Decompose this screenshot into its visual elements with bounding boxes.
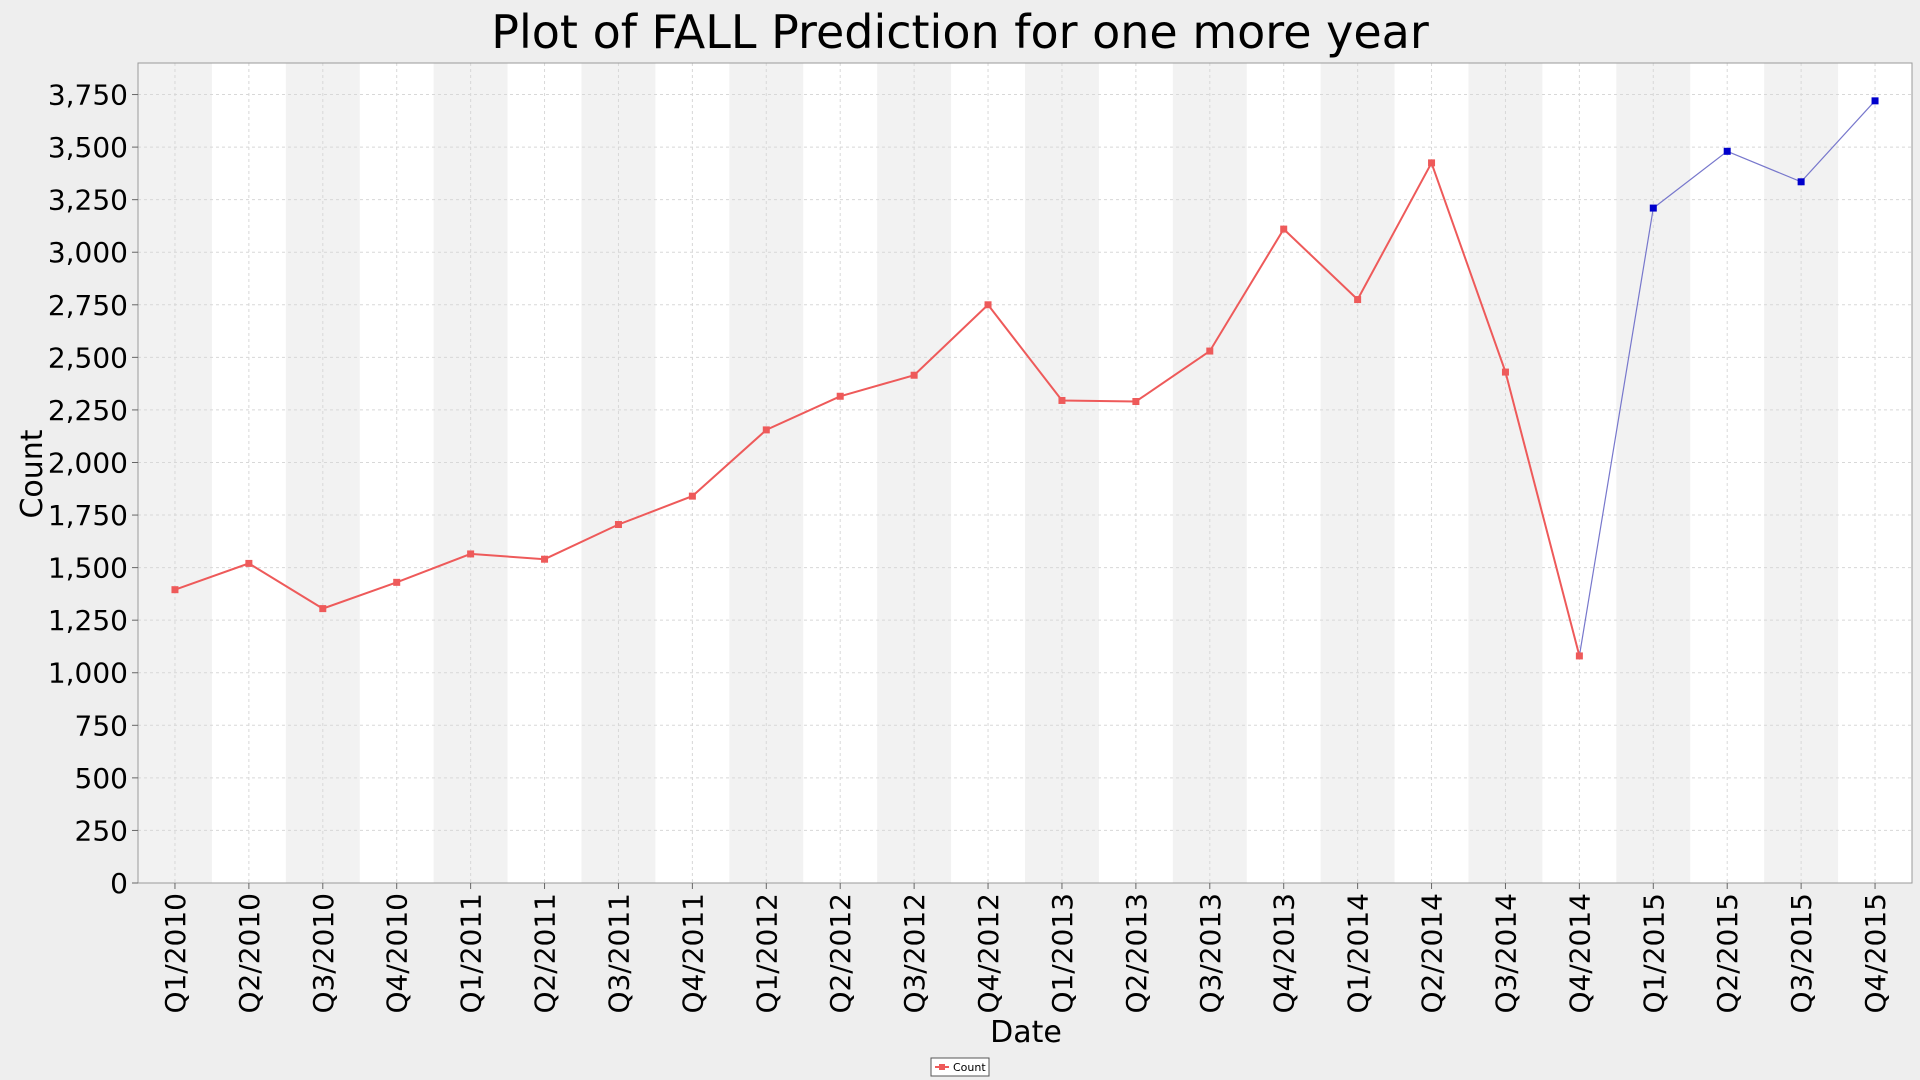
y-tick-label: 750: [75, 709, 128, 742]
x-tick-label: Q2/2012: [824, 893, 857, 1014]
data-point: [1575, 652, 1583, 660]
y-tick-label: 2,000: [48, 446, 128, 479]
x-tick-label: Q3/2013: [1194, 893, 1227, 1014]
data-point: [1871, 97, 1879, 105]
y-tick-label: 3,250: [48, 184, 128, 217]
y-tick-label: 2,250: [48, 394, 128, 427]
data-point: [1428, 159, 1436, 167]
data-point: [467, 550, 475, 558]
x-tick-label: Q2/2014: [1416, 893, 1449, 1014]
x-tick-label: Q3/2014: [1489, 893, 1522, 1014]
data-point: [1206, 347, 1214, 355]
plot-area: 0 250 500 750 1,000 1,250 1,500 1,750 2,000 2,250…: [48, 62, 1913, 1014]
data-point: [393, 578, 401, 586]
x-tick-label: Q4/2010: [381, 893, 414, 1014]
x-axis-label: Date: [990, 1015, 1062, 1050]
legend-swatch-marker: [939, 1064, 945, 1070]
x-tick-label: Q3/2015: [1785, 893, 1818, 1014]
data-point: [1797, 178, 1805, 186]
data-point: [1058, 396, 1066, 404]
y-axis-label: Count: [15, 429, 50, 518]
legend-box: [930, 1057, 990, 1077]
y-tick-label: 3,750: [48, 79, 128, 112]
x-tick-label: Q4/2015: [1859, 893, 1892, 1014]
data-point: [1501, 368, 1509, 376]
chart-title: Plot of FALL Prediction for one more yea…: [491, 5, 1429, 59]
x-tick-label: Q4/2011: [676, 893, 709, 1014]
data-point: [1354, 296, 1362, 304]
data-point: [1723, 147, 1731, 155]
x-tick-label: Q2/2015: [1711, 893, 1744, 1014]
data-point: [910, 371, 918, 379]
data-point: [171, 586, 179, 594]
data-point: [1649, 204, 1657, 212]
x-tick-label: Q1/2010: [159, 893, 192, 1014]
x-tick-label: Q2/2013: [1120, 893, 1153, 1014]
x-tick-label: Q4/2012: [972, 893, 1005, 1014]
data-point: [688, 492, 696, 500]
y-tick-label: 0: [110, 867, 128, 900]
x-tick-label: Q4/2014: [1563, 893, 1596, 1014]
x-tick-label: Q2/2010: [233, 893, 266, 1014]
x-tick-label: Q1/2011: [455, 893, 488, 1014]
data-point: [245, 559, 253, 567]
legend: Count: [930, 1057, 990, 1077]
data-point: [762, 426, 770, 434]
data-point: [614, 521, 622, 529]
data-point: [984, 301, 992, 309]
x-tick-label: Q1/2014: [1342, 893, 1375, 1014]
data-point: [836, 392, 844, 400]
series-line-1: [174, 160, 1581, 657]
x-tick-label: Q3/2010: [307, 893, 340, 1014]
y-tick-label: 3,500: [48, 131, 128, 164]
y-tick-label: 2,750: [48, 289, 128, 322]
legend-label: Count: [953, 1061, 986, 1074]
x-tick-label: Q1/2015: [1637, 893, 1670, 1014]
data-point: [1280, 225, 1288, 233]
y-tick-label: 500: [75, 762, 128, 795]
y-tick-label: 2,500: [48, 341, 128, 374]
y-tick-label: 1,750: [48, 499, 128, 532]
y-tick-label: 250: [75, 814, 128, 847]
y-tick-label: 1,500: [48, 552, 128, 585]
plot-border: [137, 62, 1913, 884]
y-tick-label: 1,000: [48, 657, 128, 690]
data-point: [1132, 398, 1140, 406]
data-point: [319, 605, 327, 613]
x-tick-label: Q4/2013: [1268, 893, 1301, 1014]
x-tick-label: Q3/2011: [602, 893, 635, 1014]
x-tick-label: Q1/2012: [750, 893, 783, 1014]
data-point: [541, 555, 549, 563]
x-tick-label: Q3/2012: [898, 893, 931, 1014]
x-tick-label: Q2/2011: [529, 893, 562, 1014]
y-tick-label: 3,000: [48, 236, 128, 269]
x-tick-label: Q1/2013: [1046, 893, 1079, 1014]
y-tick-label: 1,250: [48, 604, 128, 637]
